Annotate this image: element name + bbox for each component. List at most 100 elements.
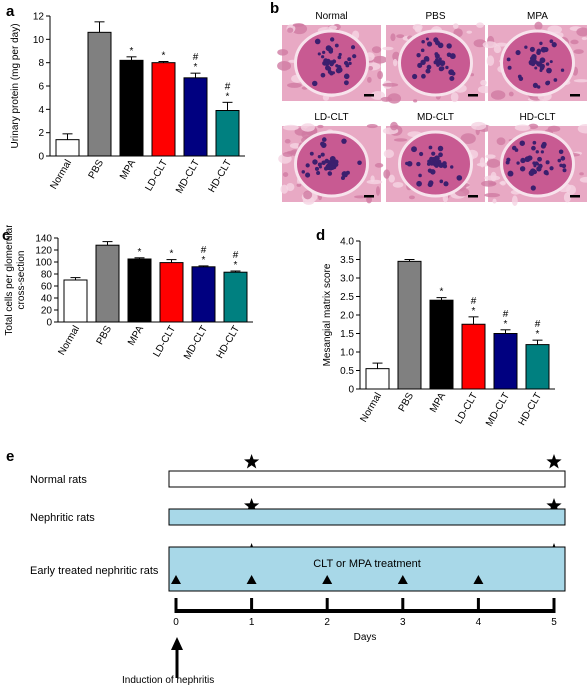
bar-hd-clt (223, 271, 248, 323)
timeline-bar (168, 546, 566, 592)
tissue-texture (375, 186, 380, 196)
cell-nucleus (320, 72, 326, 78)
category-label: MPA (428, 391, 448, 415)
cell-nucleus (305, 172, 311, 178)
tissue-texture (282, 172, 289, 177)
tissue-texture (482, 41, 497, 49)
cell-nucleus (450, 165, 454, 169)
y-tick-label: 3.0 (340, 274, 354, 285)
tissue-texture (471, 121, 487, 131)
cell-nucleus (545, 80, 550, 86)
histology-label: MD-CLT (417, 112, 454, 123)
cell-nucleus (438, 152, 443, 158)
cell-nucleus (518, 76, 524, 82)
cell-nucleus (341, 138, 347, 144)
histology-label: MPA (527, 11, 548, 22)
cell-nucleus (438, 66, 444, 72)
tissue-texture (573, 79, 587, 83)
tissue-texture (328, 25, 338, 30)
cell-nucleus (338, 52, 342, 57)
cell-nucleus (539, 41, 543, 46)
urinary-protein-chart: a 0 2 4 6 8 10 12 Urinary protein (mg per day) No… (6, 3, 245, 196)
tissue-texture (383, 149, 395, 159)
category-label: HD-CLT (207, 158, 234, 195)
histology-panel: b Normal PBS MPA LD-CLT MD-CLT HD-CLT (262, 0, 587, 210)
y-tick-label: 0 (46, 318, 52, 329)
cell-nucleus (445, 65, 449, 70)
cell-nucleus (529, 46, 535, 52)
cell-nucleus (557, 158, 562, 163)
bar-pbs (95, 244, 120, 323)
cell-nucleus (425, 68, 431, 74)
tissue-texture (492, 198, 497, 204)
tissue-texture (317, 124, 324, 129)
tissue-texture (486, 55, 495, 67)
cell-nucleus (337, 55, 342, 60)
y-axis-label: Urinary protein (mg per day) (10, 23, 21, 148)
tissue-texture (390, 121, 398, 131)
tissue-texture (277, 49, 289, 56)
cell-nucleus (320, 141, 325, 147)
cell-nucleus (321, 137, 327, 142)
tissue-texture (413, 99, 418, 103)
y-tick-label: 4.0 (340, 237, 354, 248)
cell-nucleus (449, 53, 456, 60)
cell-nucleus (328, 47, 334, 52)
star-icon (244, 498, 260, 513)
tissue-texture (563, 192, 571, 203)
treatment-text: CLT or MPA treatment (313, 558, 421, 570)
day-label: 0 (173, 617, 179, 628)
bar-md-clt (191, 266, 216, 323)
cell-nucleus (347, 57, 352, 62)
tissue-texture (486, 158, 501, 168)
cell-nucleus (316, 171, 321, 176)
cell-nucleus (506, 157, 511, 162)
cell-nucleus (425, 58, 430, 62)
tissue-texture (282, 151, 293, 157)
y-tick-label: 12 (33, 12, 45, 23)
category-label: HD-CLT (215, 324, 242, 361)
tissue-texture (466, 30, 473, 34)
significance-star: * (202, 255, 206, 266)
cell-nucleus (322, 50, 326, 55)
category-label: LD-CLT (143, 158, 170, 193)
cell-nucleus (406, 160, 413, 167)
cell-nucleus (524, 156, 531, 163)
bar-ld-clt (159, 262, 184, 323)
tissue-texture (366, 123, 378, 129)
significance-star: * (170, 249, 174, 260)
star-icon (244, 454, 260, 469)
cell-nucleus (532, 169, 538, 175)
cell-nucleus (539, 57, 546, 64)
cell-nucleus (560, 68, 565, 72)
category-label: MD-CLT (182, 324, 210, 362)
cell-nucleus (340, 175, 346, 181)
tissue-texture (490, 171, 497, 182)
triangle-icon (397, 575, 408, 584)
significance-star: * (234, 260, 238, 271)
y-axis-label: Mesangial matrix score (322, 263, 333, 366)
cell-nucleus (314, 38, 321, 45)
cell-nucleus (549, 60, 553, 64)
day-label: 5 (551, 617, 557, 628)
cell-nucleus (412, 73, 418, 80)
cell-nucleus (312, 160, 316, 164)
bar-ld-clt (151, 62, 176, 157)
bar-normal (55, 139, 80, 157)
cell-nucleus (449, 75, 455, 82)
cell-nucleus (329, 37, 335, 42)
cell-nucleus (309, 151, 314, 156)
cell-nucleus (437, 145, 444, 152)
cell-nucleus (544, 171, 549, 176)
cell-nucleus (331, 71, 336, 75)
cell-nucleus (357, 160, 362, 166)
cell-nucleus (434, 40, 441, 46)
significance-star: * (162, 51, 166, 62)
tissue-texture (496, 137, 506, 146)
cell-nucleus (312, 80, 318, 87)
tissue-texture (392, 181, 404, 188)
tissue-texture (387, 93, 402, 104)
significance-hash: # (503, 309, 509, 320)
scale-bar (364, 195, 374, 198)
